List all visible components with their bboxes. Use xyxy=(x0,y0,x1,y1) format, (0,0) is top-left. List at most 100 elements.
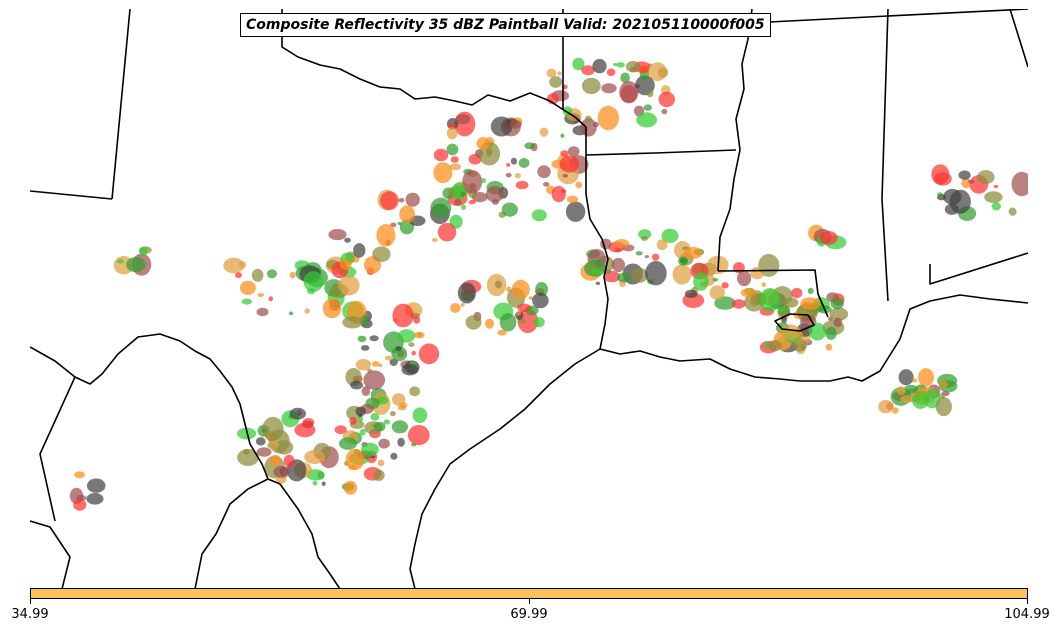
paintball-blob xyxy=(581,77,601,95)
paintball-blob xyxy=(73,499,87,511)
paintball-blob xyxy=(399,205,415,224)
paintball-blob xyxy=(528,296,534,300)
state-border-nm-south xyxy=(30,190,113,200)
colorbar xyxy=(30,588,1028,599)
colorbar-tick-mark-right xyxy=(1027,599,1028,604)
paintball-blob xyxy=(506,162,511,167)
paintball-blob xyxy=(634,84,641,88)
paintball-blob xyxy=(709,285,725,300)
paintball-blob xyxy=(446,127,458,140)
paintball-blob xyxy=(898,369,914,386)
paintball-blob xyxy=(537,165,551,179)
paintball-blob xyxy=(499,313,517,332)
paintball-blob xyxy=(491,199,499,205)
paintball-blob xyxy=(511,279,530,299)
paintball-blob xyxy=(936,194,947,201)
paintball-blob xyxy=(139,246,148,256)
paintball-blob xyxy=(661,228,679,243)
paintball-blob xyxy=(345,448,365,471)
paintball-blob xyxy=(376,396,389,405)
paintball-blob xyxy=(359,428,366,436)
paintball-blob xyxy=(993,184,999,189)
paintball-blob xyxy=(390,222,397,228)
paintball-blob xyxy=(878,399,894,414)
state-border-tx-la xyxy=(585,127,609,350)
state-border-tx-ok xyxy=(281,9,587,128)
mexico-state-line-3 xyxy=(194,478,269,589)
paintball-blob xyxy=(312,480,318,486)
paintball-blob xyxy=(892,407,899,414)
paintball-blob xyxy=(361,386,371,397)
paintball-blob xyxy=(912,378,918,383)
paintball-blob xyxy=(86,478,106,493)
paintball-blob xyxy=(413,316,421,324)
paintball-blob xyxy=(462,170,483,194)
paintball-blob xyxy=(485,318,494,329)
paintball-blob xyxy=(896,386,906,395)
paintball-blob xyxy=(791,287,803,299)
paintball-blob xyxy=(303,271,324,292)
paintball-blob xyxy=(693,272,709,291)
paintball-blob xyxy=(256,307,269,317)
paintball-blob xyxy=(652,253,660,261)
paintball-blob xyxy=(539,127,549,137)
paintball-blob xyxy=(510,157,517,165)
paintball-blob xyxy=(557,71,562,76)
paintball-blob xyxy=(833,317,843,328)
paintball-blob xyxy=(450,303,461,313)
paintball-blob xyxy=(289,271,296,279)
paintball-blob xyxy=(255,437,266,446)
paintball-blob xyxy=(433,148,449,162)
paintball-blob xyxy=(944,203,960,215)
paintball-blob xyxy=(304,449,326,465)
state-border-ms-al xyxy=(881,9,889,302)
paintball-blob xyxy=(611,257,626,273)
coastline-gulf xyxy=(599,294,1028,382)
paintball-blob xyxy=(344,237,351,243)
paintball-blob xyxy=(645,261,667,286)
paintball-blob xyxy=(597,105,619,131)
paintball-blob xyxy=(543,181,550,187)
paintball-blob xyxy=(397,329,416,343)
paintball-blob xyxy=(460,191,466,198)
paintball-blob xyxy=(240,280,256,295)
state-border-la-ms xyxy=(717,269,829,318)
paintball-blob xyxy=(397,222,402,225)
paintball-blob xyxy=(1008,207,1017,216)
paintball-blob xyxy=(321,481,326,487)
paintball-blob xyxy=(283,454,295,468)
paintball-blob xyxy=(398,198,405,203)
map-background xyxy=(30,9,1028,589)
paintball-blob xyxy=(761,282,766,288)
paintball-blob xyxy=(116,259,124,264)
paintball-blob xyxy=(740,288,757,298)
paintball-blob xyxy=(684,247,703,259)
paintball-blob xyxy=(759,288,781,312)
paintball-blob xyxy=(411,350,417,356)
paintball-blob xyxy=(638,229,652,240)
paintball-blob xyxy=(977,170,995,185)
paintball-blob xyxy=(430,197,452,218)
paintball-blob xyxy=(339,437,357,450)
paintball-blob xyxy=(338,275,360,296)
paintball-blob xyxy=(268,440,280,449)
paintball-blob xyxy=(661,108,668,115)
paintball-blob xyxy=(800,297,820,311)
paintball-blob xyxy=(575,181,583,189)
paintball-blob xyxy=(269,454,281,466)
paintball-blob xyxy=(74,471,86,479)
paintball-blob xyxy=(256,447,272,457)
paintball-blob xyxy=(792,338,808,352)
paintball-blob xyxy=(355,359,372,371)
paintball-blob xyxy=(369,335,379,342)
paintball-blob xyxy=(342,316,363,329)
map-title: Composite Reflectivity 35 dBZ Paintball … xyxy=(240,13,771,37)
paintball-blob xyxy=(678,256,689,266)
paintball-blob xyxy=(268,296,273,302)
paintball-blob xyxy=(551,185,566,203)
paintball-blob xyxy=(904,384,918,394)
paintball-blob xyxy=(778,306,785,312)
paintball-blob xyxy=(251,268,264,282)
paintball-blob xyxy=(830,297,844,310)
paintball-blob xyxy=(562,173,568,178)
